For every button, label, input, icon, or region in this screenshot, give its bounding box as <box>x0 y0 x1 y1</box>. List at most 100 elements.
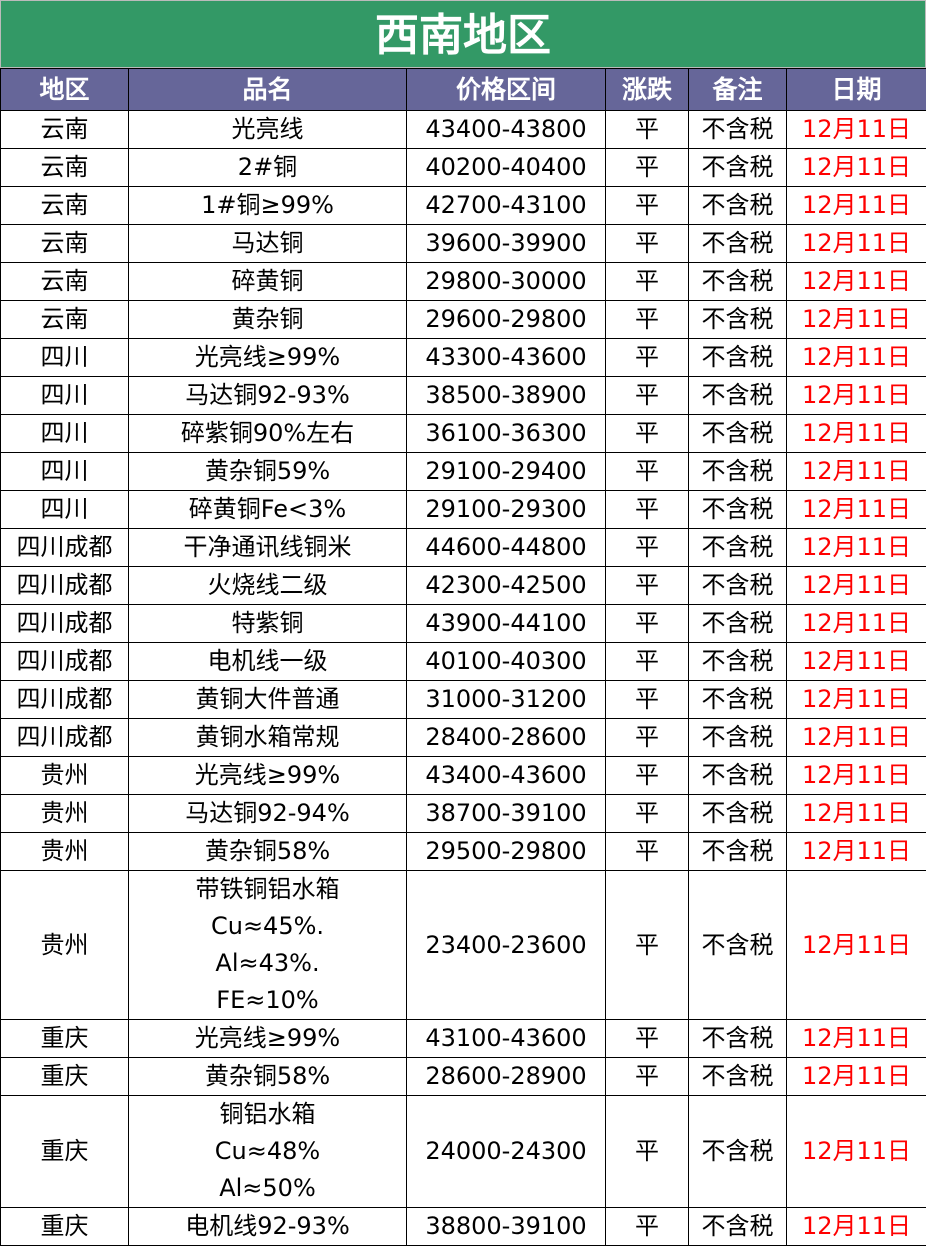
cell-date: 12月11日 <box>787 491 926 529</box>
cell-note: 不含税 <box>689 1058 787 1096</box>
cell-date: 12月11日 <box>787 681 926 719</box>
cell-region: 四川 <box>1 377 129 415</box>
cell-product: 黄杂铜59% <box>129 453 407 491</box>
cell-price: 38800-39100 <box>407 1208 606 1246</box>
page-title: 西南地区 <box>0 0 926 68</box>
cell-price: 40200-40400 <box>407 149 606 187</box>
cell-note: 不含税 <box>689 719 787 757</box>
cell-region: 云南 <box>1 225 129 263</box>
cell-product: 光亮线≥99% <box>129 757 407 795</box>
cell-change: 平 <box>606 1058 689 1096</box>
cell-date: 12月11日 <box>787 605 926 643</box>
cell-note: 不含税 <box>689 301 787 339</box>
cell-region: 云南 <box>1 263 129 301</box>
cell-note: 不含税 <box>689 453 787 491</box>
cell-price: 42700-43100 <box>407 187 606 225</box>
product-line: 1#铜≥99% <box>129 187 406 224</box>
cell-note: 不含税 <box>689 871 787 1020</box>
header-row: 地区 品名 价格区间 涨跌 备注 日期 <box>1 69 926 111</box>
header-date: 日期 <box>787 69 926 111</box>
cell-note: 不含税 <box>689 491 787 529</box>
product-line: Cu≈45%. <box>129 908 406 945</box>
cell-change: 平 <box>606 187 689 225</box>
cell-price: 38500-38900 <box>407 377 606 415</box>
product-line: Al≈50% <box>129 1170 406 1207</box>
cell-price: 42300-42500 <box>407 567 606 605</box>
cell-date: 12月11日 <box>787 225 926 263</box>
cell-date: 12月11日 <box>787 453 926 491</box>
cell-region: 四川 <box>1 415 129 453</box>
cell-date: 12月11日 <box>787 643 926 681</box>
cell-note: 不含税 <box>689 643 787 681</box>
cell-region: 四川 <box>1 339 129 377</box>
product-line: 马达铜92-93% <box>129 377 406 414</box>
cell-price: 28600-28900 <box>407 1058 606 1096</box>
cell-product: 光亮线≥99% <box>129 339 407 377</box>
cell-date: 12月11日 <box>787 263 926 301</box>
cell-price: 24000-24300 <box>407 1096 606 1208</box>
product-line: 碎黄铜Fe<3% <box>129 491 406 528</box>
cell-date: 12月11日 <box>787 719 926 757</box>
cell-region: 重庆 <box>1 1208 129 1246</box>
cell-price: 38700-39100 <box>407 795 606 833</box>
cell-note: 不含税 <box>689 1096 787 1208</box>
cell-change: 平 <box>606 567 689 605</box>
cell-price: 23400-23600 <box>407 871 606 1020</box>
product-line: 铜铝水箱 <box>129 1096 406 1133</box>
product-line: 电机线一级 <box>129 643 406 680</box>
cell-price: 44600-44800 <box>407 529 606 567</box>
cell-price: 43300-43600 <box>407 339 606 377</box>
product-line: 马达铜92-94% <box>129 795 406 832</box>
cell-product: 黄杂铜58% <box>129 833 407 871</box>
cell-price: 29100-29400 <box>407 453 606 491</box>
cell-date: 12月11日 <box>787 1208 926 1246</box>
cell-product: 1#铜≥99% <box>129 187 407 225</box>
cell-region: 四川 <box>1 453 129 491</box>
cell-note: 不含税 <box>689 795 787 833</box>
cell-change: 平 <box>606 225 689 263</box>
cell-change: 平 <box>606 643 689 681</box>
product-line: 黄铜水箱常规 <box>129 719 406 756</box>
cell-region: 重庆 <box>1 1020 129 1058</box>
cell-note: 不含税 <box>689 1020 787 1058</box>
product-line: 电机线92-93% <box>129 1208 406 1245</box>
cell-change: 平 <box>606 377 689 415</box>
cell-price: 39600-39900 <box>407 225 606 263</box>
cell-date: 12月11日 <box>787 187 926 225</box>
cell-change: 平 <box>606 1020 689 1058</box>
cell-region: 贵州 <box>1 833 129 871</box>
cell-price: 43400-43600 <box>407 757 606 795</box>
cell-note: 不含税 <box>689 111 787 149</box>
cell-region: 重庆 <box>1 1096 129 1208</box>
product-line: 黄杂铜 <box>129 301 406 338</box>
cell-note: 不含税 <box>689 1208 787 1246</box>
cell-product: 电机线92-93% <box>129 1208 407 1246</box>
cell-note: 不含税 <box>689 567 787 605</box>
cell-product: 马达铜 <box>129 225 407 263</box>
cell-product: 黄铜大件普通 <box>129 681 407 719</box>
cell-product: 火烧线二级 <box>129 567 407 605</box>
cell-change: 平 <box>606 111 689 149</box>
cell-product: 黄杂铜 <box>129 301 407 339</box>
product-line: 特紫铜 <box>129 605 406 642</box>
product-line: 黄杂铜58% <box>129 833 406 870</box>
header-change: 涨跌 <box>606 69 689 111</box>
cell-note: 不含税 <box>689 757 787 795</box>
cell-change: 平 <box>606 453 689 491</box>
cell-price: 28400-28600 <box>407 719 606 757</box>
cell-change: 平 <box>606 339 689 377</box>
cell-product: 电机线一级 <box>129 643 407 681</box>
